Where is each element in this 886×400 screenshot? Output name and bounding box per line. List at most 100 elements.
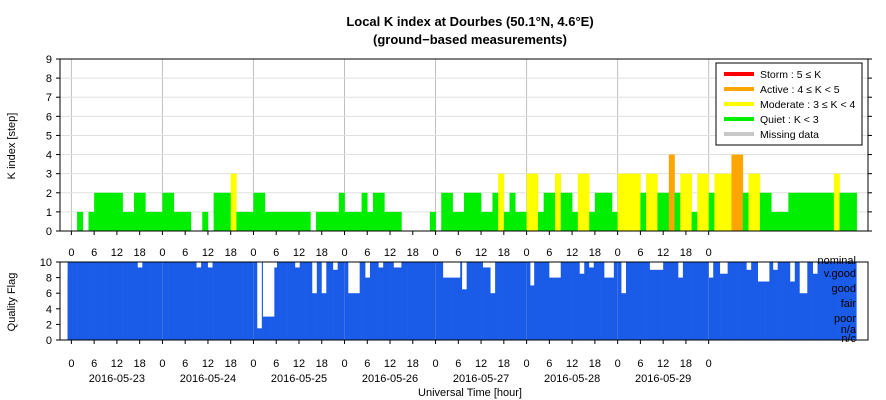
k-index-bar xyxy=(577,173,584,231)
date-label: 2016-05-25 xyxy=(271,373,327,385)
k-index-bar xyxy=(560,192,567,231)
bottom-frame xyxy=(59,261,869,341)
top-x-tick-label: 0 xyxy=(524,247,530,259)
quality-bar xyxy=(475,262,482,340)
top-x-tick-label: 18 xyxy=(134,247,146,259)
quality-bar xyxy=(412,262,419,340)
quality-bar xyxy=(173,262,180,340)
quality-bar xyxy=(77,262,84,340)
quality-bar xyxy=(657,262,664,340)
quality-bar xyxy=(407,262,414,340)
k-index-bar xyxy=(99,192,106,231)
bottom-x-tick-label: 0 xyxy=(250,358,256,370)
bottom-x-tick-label: 18 xyxy=(589,358,601,370)
k-index-bar xyxy=(617,173,624,231)
quality-bar xyxy=(424,262,431,340)
top-x-tick-label: 6 xyxy=(364,247,370,259)
quality-bar xyxy=(663,262,670,340)
quality-bar xyxy=(190,262,197,340)
quality-bar xyxy=(629,262,636,340)
quality-level-label: fair xyxy=(841,298,857,310)
k-index-bar xyxy=(737,154,744,231)
quality-bar xyxy=(321,262,328,340)
bottom-x-tick-label: 0 xyxy=(68,358,74,370)
quality-bar xyxy=(71,262,78,340)
chart-title: Local K index at Dourbes (50.1°N, 4.6°E) xyxy=(346,14,593,29)
k-index-bar xyxy=(794,192,801,231)
quality-bar xyxy=(162,262,169,340)
quality-bar xyxy=(230,262,237,340)
k-index-bar xyxy=(748,173,755,231)
quality-end-gap xyxy=(856,262,868,340)
quality-bar xyxy=(333,262,340,340)
k-index-bar xyxy=(708,192,715,231)
k-index-bar xyxy=(697,173,704,231)
k-index-bar xyxy=(481,211,488,231)
top-x-tick-label: 0 xyxy=(159,247,165,259)
bottom-x-tick-label: 12 xyxy=(384,358,396,370)
top-x-tick-label: 18 xyxy=(680,247,692,259)
k-index-bar xyxy=(702,173,709,231)
bottom-x-tick-label: 12 xyxy=(202,358,214,370)
bottom-x-tick-label: 12 xyxy=(111,358,123,370)
quality-bar xyxy=(805,262,812,340)
quality-bar xyxy=(543,262,550,340)
quality-dip xyxy=(333,262,338,270)
k-index-bar xyxy=(503,211,510,231)
k-index-bar xyxy=(384,211,391,231)
quality-bar xyxy=(776,262,783,340)
k-index-bar xyxy=(589,211,596,231)
quality-level-label: n/a xyxy=(841,324,857,336)
quality-bar xyxy=(105,262,112,340)
top-x-tick-label: 18 xyxy=(225,247,237,259)
date-label: 2016-05-27 xyxy=(453,373,509,385)
k-index-bar xyxy=(822,192,829,231)
top-x-tick-label: 0 xyxy=(615,247,621,259)
k-index-bar xyxy=(168,192,175,231)
legend-label: Active : 4 ≤ K < 5 xyxy=(760,84,840,96)
quality-bar xyxy=(253,262,260,340)
k-index-bar xyxy=(452,211,459,231)
quality-bar xyxy=(298,262,305,340)
k-index-bar xyxy=(486,211,493,231)
quality-level-label: v.good xyxy=(824,268,856,280)
k-index-bar xyxy=(173,211,180,231)
k-index-bar xyxy=(566,192,573,231)
quality-bar xyxy=(202,262,209,340)
k-index-bar xyxy=(754,173,761,231)
quality-dip xyxy=(604,262,614,278)
quality-dip xyxy=(482,262,491,268)
quality-bar xyxy=(583,262,590,340)
date-label: 2016-05-23 xyxy=(89,373,145,385)
k-index-bar xyxy=(537,211,544,231)
k-index-bar xyxy=(333,211,340,231)
quality-bar xyxy=(287,262,294,340)
k-index-bar xyxy=(782,211,789,231)
quality-bar xyxy=(549,262,556,340)
quality-first-bar xyxy=(67,277,72,340)
k-index-bar xyxy=(816,192,823,231)
bottom-x-tick-label: 18 xyxy=(498,358,510,370)
quality-bar xyxy=(788,262,795,340)
quality-bar xyxy=(748,262,755,340)
k-index-bar xyxy=(344,211,351,231)
bottom-x-tick-label: 0 xyxy=(159,358,165,370)
quality-bar xyxy=(515,262,522,340)
k-index-bar xyxy=(646,173,653,231)
quality-bar xyxy=(390,262,397,340)
k-index-bar xyxy=(179,211,186,231)
quality-dip xyxy=(720,262,728,274)
k-index-bar xyxy=(94,192,101,231)
k-index-bar xyxy=(185,211,192,231)
quality-bar xyxy=(594,262,601,340)
quality-dip xyxy=(708,262,714,278)
k-index-bar xyxy=(378,192,385,231)
quality-bar xyxy=(99,262,106,340)
top-x-tick-label: 18 xyxy=(407,247,419,259)
k-index-bar xyxy=(247,211,254,231)
quality-dip xyxy=(773,262,778,270)
quality-bar xyxy=(845,262,852,340)
top-y-tick-label: 7 xyxy=(46,92,52,104)
quality-bar xyxy=(811,262,818,340)
k-index-bar xyxy=(850,192,857,231)
